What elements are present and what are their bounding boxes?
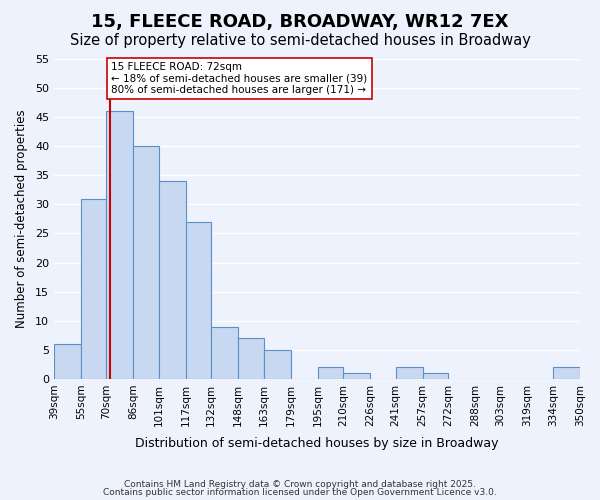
Bar	[106, 112, 133, 379]
Bar	[159, 181, 186, 379]
Text: Contains public sector information licensed under the Open Government Licence v3: Contains public sector information licen…	[103, 488, 497, 497]
Bar	[318, 368, 343, 379]
Bar	[422, 373, 448, 379]
Y-axis label: Number of semi-detached properties: Number of semi-detached properties	[15, 110, 28, 328]
Bar	[263, 350, 291, 379]
Bar	[343, 373, 370, 379]
Bar	[54, 344, 81, 379]
Text: Contains HM Land Registry data © Crown copyright and database right 2025.: Contains HM Land Registry data © Crown c…	[124, 480, 476, 489]
Text: 15 FLEECE ROAD: 72sqm
← 18% of semi-detached houses are smaller (39)
80% of semi: 15 FLEECE ROAD: 72sqm ← 18% of semi-deta…	[112, 62, 368, 95]
Bar	[211, 326, 238, 379]
Text: Size of property relative to semi-detached houses in Broadway: Size of property relative to semi-detach…	[70, 32, 530, 48]
Bar	[133, 146, 159, 379]
Bar	[238, 338, 263, 379]
Text: 15, FLEECE ROAD, BROADWAY, WR12 7EX: 15, FLEECE ROAD, BROADWAY, WR12 7EX	[91, 12, 509, 30]
Bar	[81, 198, 106, 379]
X-axis label: Distribution of semi-detached houses by size in Broadway: Distribution of semi-detached houses by …	[135, 437, 499, 450]
Bar	[186, 222, 211, 379]
Bar	[553, 368, 580, 379]
Bar	[395, 368, 422, 379]
